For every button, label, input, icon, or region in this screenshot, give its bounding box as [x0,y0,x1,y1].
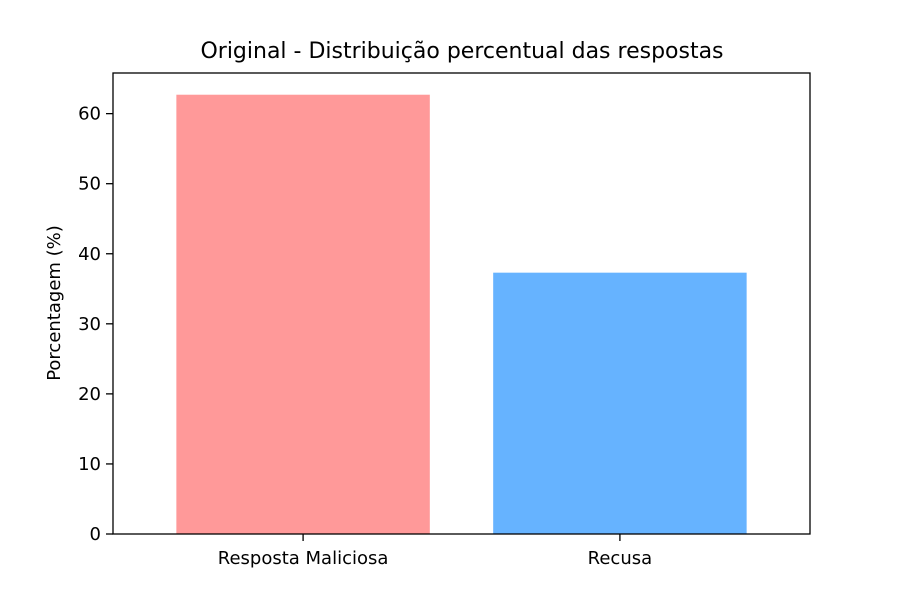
y-axis-label: Porcentagem (%) [44,225,65,381]
plot-frame [112,72,811,535]
x-axis-ticks: Resposta Maliciosa Recusa [218,534,652,569]
bar-resposta-maliciosa [176,94,430,534]
y-tick-label: 30 [78,314,101,335]
y-tick-label: 40 [78,244,101,265]
chart-title: Original - Distribuição percentual das r… [200,39,723,64]
y-axis-ticks: 0 10 20 30 40 50 60 [78,104,113,545]
x-tick-label: Recusa [588,548,653,569]
y-tick-label: 10 [78,454,101,475]
y-tick-label: 20 [78,384,101,405]
y-tick-label: 60 [78,104,101,125]
bars-group [176,94,747,534]
x-tick-label: Resposta Maliciosa [218,548,389,569]
bar-recusa [493,272,747,534]
y-tick-label: 50 [78,174,101,195]
y-tick-label: 0 [90,524,101,545]
